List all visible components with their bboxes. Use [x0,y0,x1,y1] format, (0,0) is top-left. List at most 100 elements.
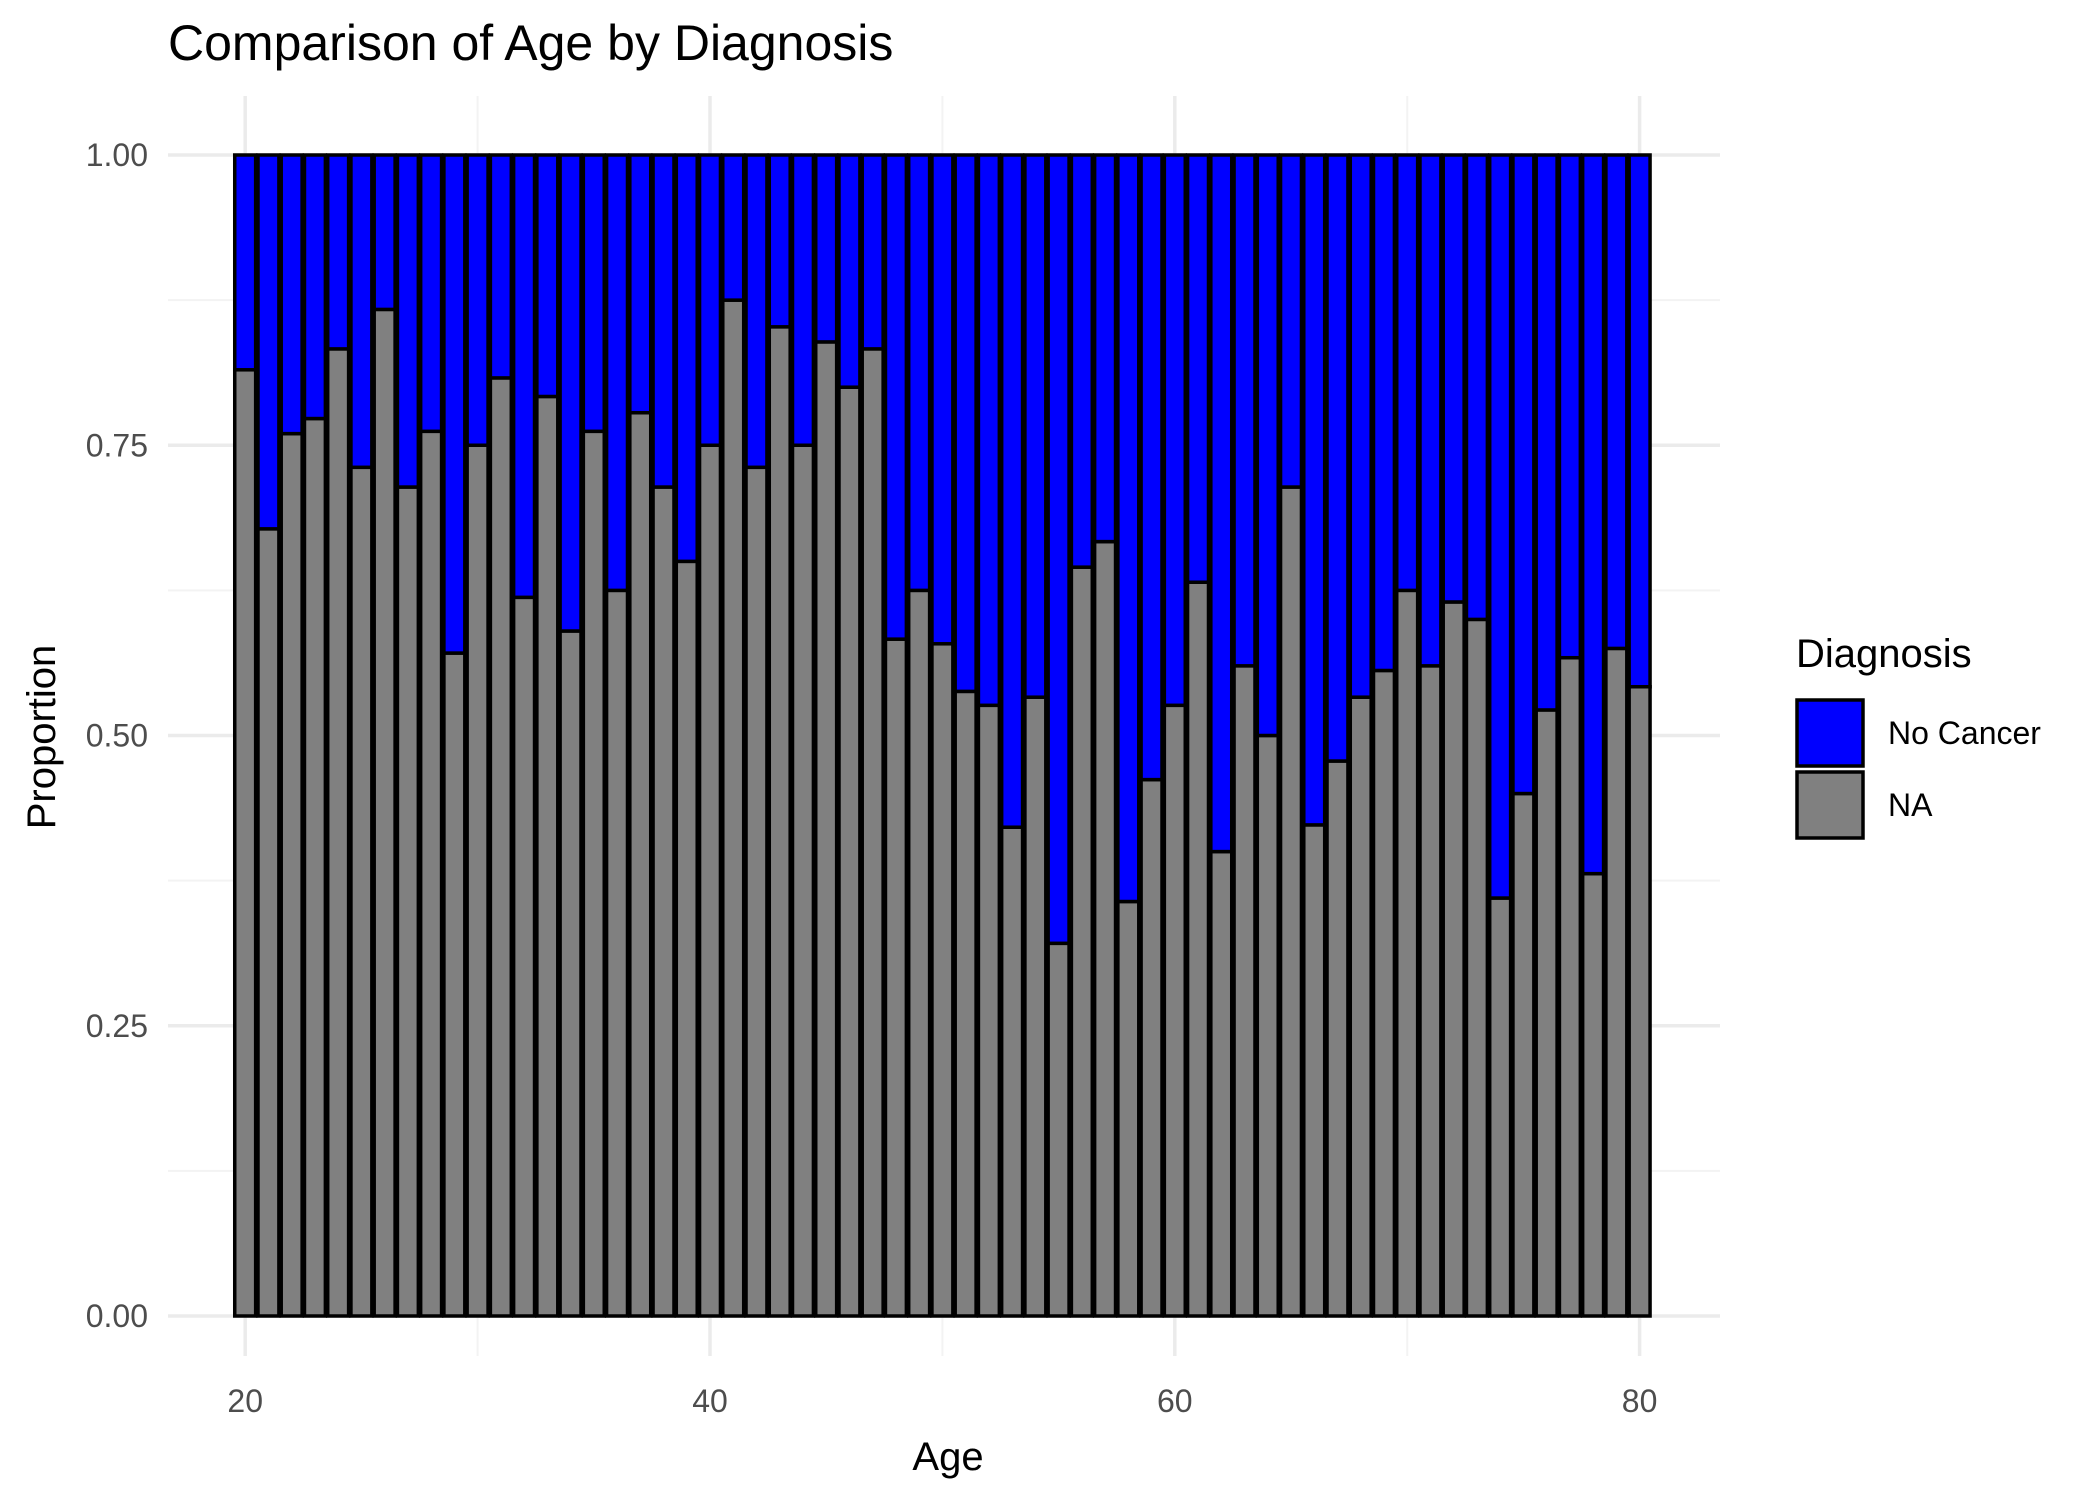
bar-na-age-57 [1092,539,1118,1318]
bars [232,153,1652,1318]
bar-na-age-56 [1069,565,1095,1318]
bar-no-cancer-age-31 [488,153,514,380]
bar-na-age-79 [1604,646,1629,1318]
bar-na-age-36 [604,588,630,1318]
bar-no-cancer-age-79 [1604,153,1629,651]
bar-no-cancer-age-67 [1325,153,1350,763]
bar-na-age-24 [325,347,351,1318]
bar-na-age-44 [790,443,816,1318]
bar-na-age-31 [488,376,514,1318]
x-tick-label: 80 [1622,1383,1658,1419]
bar-no-cancer-age-75 [1511,153,1536,796]
bar-no-cancer-age-70 [1394,153,1420,593]
bar-na-age-33 [535,394,560,1318]
bar-no-cancer-age-39 [674,153,699,564]
bar-na-age-21 [256,527,281,1318]
bar-no-cancer-age-34 [558,153,583,633]
bar-no-cancer-age-47 [860,153,885,351]
bar-na-age-28 [418,429,444,1318]
bar-no-cancer-age-26 [372,153,397,312]
bar-no-cancer-age-60 [1162,153,1188,708]
bar-na-age-38 [651,485,676,1318]
bar-na-age-46 [837,385,862,1318]
bar-no-cancer-age-73 [1464,153,1490,622]
bar-no-cancer-age-48 [883,153,909,641]
bar-no-cancer-age-72 [1441,153,1466,604]
y-tick-label: 0.00 [86,1298,148,1334]
bar-no-cancer-age-30 [465,153,490,447]
bar-no-cancer-age-37 [628,153,653,415]
bar-no-cancer-age-58 [1116,153,1141,904]
bar-na-age-70 [1394,588,1420,1318]
bar-no-cancer-age-36 [604,153,630,593]
bar-na-age-49 [906,588,932,1318]
x-tick-label: 40 [692,1383,728,1419]
bar-no-cancer-age-44 [790,153,816,447]
bar-na-age-42 [744,465,769,1318]
y-axis-title: Proportion [20,645,64,830]
bar-na-age-55 [1046,941,1071,1318]
bar-no-cancer-age-41 [721,153,746,302]
bar-na-age-47 [860,347,885,1318]
bar-no-cancer-age-61 [1185,153,1211,584]
bar-na-age-50 [930,642,955,1318]
bar-no-cancer-age-24 [325,153,351,351]
x-axis-ticks: 20 40 60 80 [227,1383,1657,1419]
bar-na-age-34 [558,629,583,1318]
bar-no-cancer-age-71 [1418,153,1443,668]
bar-no-cancer-age-28 [418,153,444,434]
bar-no-cancer-age-68 [1348,153,1373,699]
bar-no-cancer-age-55 [1046,153,1071,946]
bar-na-age-59 [1139,777,1164,1318]
y-tick-label: 0.50 [86,718,148,754]
bar-no-cancer-age-29 [442,153,467,655]
bar-no-cancer-age-22 [279,153,304,436]
bar-na-age-52 [976,703,1002,1318]
bar-no-cancer-age-27 [395,153,421,489]
bar-na-age-51 [953,689,978,1318]
x-tick-label: 20 [227,1383,263,1419]
bar-na-age-30 [465,443,490,1318]
bar-no-cancer-age-21 [256,153,281,531]
legend-label-na: NA [1888,787,1933,823]
bar-na-age-76 [1534,708,1559,1318]
bar-no-cancer-age-40 [697,153,723,447]
legend-swatch-na [1795,770,1865,840]
bar-na-age-37 [628,410,653,1318]
bar-na-age-40 [697,443,723,1318]
bar-na-age-67 [1325,759,1350,1318]
bar-no-cancer-age-23 [302,153,328,421]
bar-no-cancer-age-32 [511,153,537,600]
bar-no-cancer-age-43 [767,153,792,329]
bar-na-age-26 [372,307,397,1318]
bar-no-cancer-age-66 [1302,153,1327,827]
bar-no-cancer-age-65 [1278,153,1304,489]
x-tick-label: 60 [1157,1383,1193,1419]
legend: Diagnosis No Cancer NA [1795,632,2041,840]
bar-no-cancer-age-38 [651,153,676,489]
bar-na-age-64 [1255,733,1280,1318]
bar-no-cancer-age-45 [813,153,839,344]
bar-na-age-32 [511,595,537,1318]
bar-no-cancer-age-77 [1557,153,1583,660]
bar-no-cancer-age-64 [1255,153,1280,738]
legend-label-no-cancer: No Cancer [1888,715,2041,751]
bar-na-age-68 [1348,695,1373,1318]
bar-no-cancer-age-59 [1139,153,1164,782]
bar-no-cancer-age-35 [581,153,607,434]
bar-no-cancer-age-63 [1232,153,1257,668]
bar-no-cancer-age-42 [744,153,769,470]
bar-na-age-80 [1627,684,1652,1318]
bar-na-age-63 [1232,664,1257,1318]
bar-no-cancer-age-74 [1487,153,1513,900]
x-axis-title: Age [912,1435,983,1479]
bar-no-cancer-age-80 [1627,153,1652,689]
chart-title: Comparison of Age by Diagnosis [168,15,893,71]
bar-no-cancer-age-46 [837,153,862,389]
bar-na-age-78 [1580,871,1606,1318]
bar-na-age-75 [1511,791,1536,1318]
bar-no-cancer-age-78 [1580,153,1606,876]
bar-na-age-66 [1302,823,1327,1318]
bar-no-cancer-age-25 [349,153,374,470]
